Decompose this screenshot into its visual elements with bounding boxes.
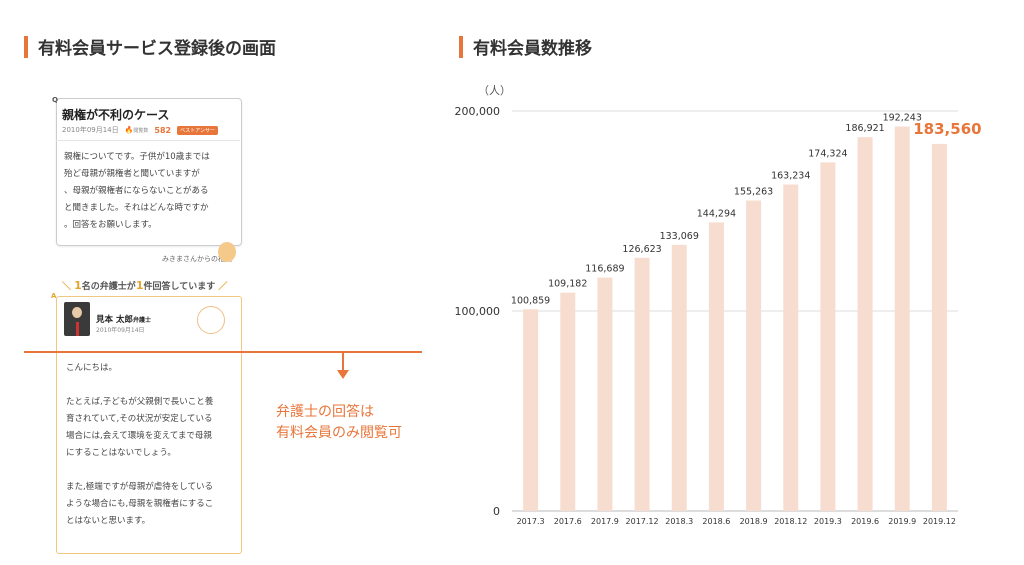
bar (820, 162, 836, 512)
title-accent-bar (459, 35, 463, 58)
bar (857, 137, 873, 511)
question-line: 殆ど母親が親権者と聞いていますが (64, 169, 200, 179)
answer-line: たとえば,子どもが父親側で長いこと養 (66, 397, 214, 407)
x-tick-label: 2017.6 (554, 517, 582, 526)
x-tick-label: 2019.9 (888, 517, 916, 526)
lawyer-count: 1 (74, 279, 82, 292)
x-tick-label: 2019.12 (923, 517, 956, 526)
lawyer-face (72, 307, 82, 318)
answer-line: 育されていて,その状況が安定している (66, 414, 213, 424)
paywall-note: 弁護士の回答は 有料会員のみ閲覧可 (276, 402, 402, 444)
bar (894, 126, 910, 511)
y-axis-unit: （人） (478, 84, 511, 97)
lawyer-stamp-icon (197, 306, 225, 334)
answer-line (66, 377, 236, 394)
answer-line: 場合には,会えて環境を変えてまで母親 (66, 431, 212, 441)
question-line: 親権についてです。子供が10歳までは (64, 152, 210, 162)
bar-value-label: 174,324 (808, 148, 847, 159)
answer-line (66, 462, 236, 479)
asker-avatar (218, 242, 236, 262)
bar-value-label: 192,243 (883, 113, 922, 124)
title-accent-bar (24, 35, 28, 58)
lawyer-photo (64, 302, 90, 336)
bar (634, 257, 650, 511)
view-count-label: 🔥閲覧数 (124, 126, 149, 134)
answer-body: こんにちは。 たとえば,子どもが父親側で長いこと養 育されていて,その状況が安定… (66, 360, 236, 530)
paywall-cut-line (24, 351, 422, 353)
bar (783, 184, 799, 512)
bar (597, 277, 613, 511)
question-card (56, 98, 242, 246)
bar-value-label: 116,689 (585, 264, 624, 275)
bar (708, 222, 724, 512)
bar-value-label: 100,859 (511, 295, 550, 306)
answer-count-header: ＼ 1名の弁護士が1件回答しています ／ (62, 279, 228, 292)
right-section-title: 有料会員数推移 (459, 34, 592, 59)
lawyer-name: 見本 太郎弁護士 (96, 313, 151, 325)
x-tick-label: 2017.12 (626, 517, 659, 526)
y-tick-label: 200,000 (455, 105, 501, 118)
question-date: 2010年09月14日 (62, 126, 119, 134)
answer-line: こんにちは。 (66, 363, 118, 373)
bar (931, 143, 947, 511)
left-section-title: 有料会員サービス登録後の画面 (24, 34, 276, 59)
view-count: 582 (154, 125, 172, 135)
bar-value-label: 186,921 (845, 123, 884, 134)
answer-line: とはないと思います。 (66, 516, 151, 526)
y-tick-label: 0 (493, 505, 500, 518)
bar-value-label: 126,623 (622, 244, 661, 255)
answer-date: 2010年09月14日 (96, 327, 145, 334)
question-title: 親権が不利のケース (62, 108, 170, 122)
question-line: と聞きました。それはどんな時ですか (64, 203, 209, 213)
answer-line: にすることはないでしょう。 (66, 448, 176, 458)
bar (523, 309, 539, 511)
answer-header-end: 件回答しています (143, 282, 216, 292)
answer-line: また,極端ですが母親が虐待をしている (66, 482, 213, 492)
x-tick-label: 2019.3 (814, 517, 842, 526)
x-tick-label: 2017.9 (591, 517, 619, 526)
asker-label: みきまさんからの相談 (162, 255, 232, 263)
question-meta: 2010年09月14日 🔥閲覧数 582 ベストアンサー (62, 125, 218, 135)
bar-value-label: 155,263 (734, 186, 773, 197)
lawyer-name-text: 見本 太郎 (96, 315, 133, 325)
bar (560, 292, 576, 511)
x-tick-label: 2018.3 (665, 517, 693, 526)
answer-header-mid: 名の弁護士が (81, 282, 136, 292)
bar (746, 200, 762, 511)
left-title-text: 有料会員サービス登録後の画面 (38, 39, 276, 59)
paywall-arrow-shaft (342, 351, 344, 373)
arrow-down-icon (337, 370, 349, 379)
question-body: 親権についてです。子供が10歳までは 殆ど母親が親権者と聞いていますが 、母親が… (64, 149, 236, 234)
answer-count: 1 (135, 279, 144, 292)
right-title-text: 有料会員数推移 (473, 39, 592, 59)
x-tick-label: 2018.9 (740, 517, 768, 526)
paywall-note-line: 弁護士の回答は (276, 404, 374, 420)
paywall-note-line: 有料会員のみ閲覧可 (276, 425, 402, 441)
answer-card (56, 296, 242, 554)
best-answer-badge: ベストアンサー (177, 125, 218, 135)
lawyer-tie (76, 322, 79, 336)
y-tick-label: 100,000 (455, 305, 501, 318)
x-tick-label: 2018.12 (774, 517, 807, 526)
x-tick-label: 2017.3 (517, 517, 545, 526)
question-line: 、母親が親権者にならないことがある (64, 186, 209, 196)
bar-value-label: 163,234 (771, 171, 810, 182)
answer-badge: A (51, 292, 57, 300)
bar-value-label: 144,294 (697, 208, 736, 219)
x-tick-label: 2018.6 (702, 517, 730, 526)
bar (671, 244, 687, 511)
question-badge: Q (52, 96, 58, 104)
lawyer-role: 弁護士 (132, 317, 151, 324)
question-divider (56, 140, 240, 141)
x-tick-label: 2019.6 (851, 517, 879, 526)
bar-value-label: 183,560 (913, 120, 981, 138)
bar-value-label: 109,182 (548, 279, 587, 290)
bar-value-label: 133,069 (660, 231, 699, 242)
answer-line: ような場合にも,母親を親権者にするこ (66, 499, 214, 509)
question-line: 。回答をお願いします。 (64, 220, 157, 230)
